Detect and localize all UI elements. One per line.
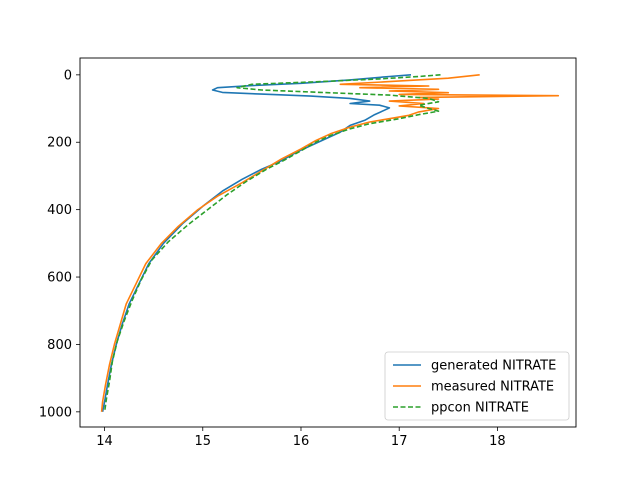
x-tick-label: 14 [96, 434, 113, 449]
series-layer [100, 74, 560, 412]
legend: generated NITRATE measured NITRATE ppcon N… [384, 351, 570, 421]
y-tick-label: 0 [64, 68, 72, 83]
plot-frame [79, 57, 577, 428]
y-tick-label: 400 [47, 203, 72, 218]
series-line-1 [101, 74, 412, 412]
y-tick-label: 200 [47, 136, 72, 151]
x-tick-label: 15 [194, 434, 211, 449]
legend-label: generated NITRATE [431, 359, 556, 374]
y-tick-label: 800 [47, 338, 72, 353]
legend-label: ppcon NITRATE [431, 401, 529, 416]
x-tick-label: 16 [293, 434, 310, 449]
x-tick-label: 17 [391, 434, 408, 449]
series-line-3 [103, 74, 441, 412]
legend-label: measured NITRATE [431, 380, 554, 395]
y-axis: 0 200 400 600 800 1000 [39, 68, 80, 420]
series-line-2 [100, 74, 560, 412]
y-tick-label: 600 [47, 271, 72, 286]
x-tick-label: 18 [489, 434, 506, 449]
x-axis: 14 15 16 17 18 [96, 427, 506, 449]
legend-box [384, 351, 570, 421]
y-tick-label: 1000 [39, 405, 72, 420]
